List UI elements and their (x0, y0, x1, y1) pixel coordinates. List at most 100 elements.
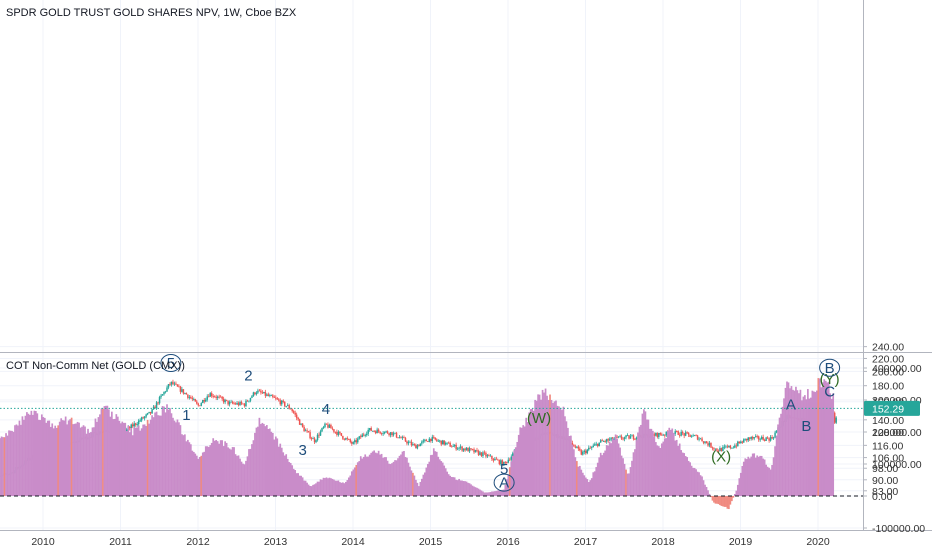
cot-bar[interactable] (717, 496, 720, 505)
cot-bar[interactable] (245, 460, 247, 496)
cot-bar[interactable] (212, 438, 215, 496)
cot-bar[interactable] (189, 444, 192, 496)
cot-bar[interactable] (239, 458, 241, 496)
cot-bar[interactable] (157, 415, 159, 496)
cot-bar[interactable] (570, 435, 572, 496)
candle[interactable] (661, 432, 663, 436)
cot-bar[interactable] (823, 379, 826, 496)
cot-bar[interactable] (179, 425, 182, 496)
cot-bar[interactable] (669, 429, 672, 496)
cot-bar[interactable] (204, 446, 207, 496)
cot-bar[interactable] (502, 489, 505, 496)
candle[interactable] (272, 394, 274, 399)
cot-bar[interactable] (489, 492, 492, 496)
candle[interactable] (179, 385, 182, 395)
candle[interactable] (507, 457, 510, 464)
cot-bar[interactable] (811, 390, 814, 496)
cot-bar[interactable] (17, 425, 19, 496)
cot-bar[interactable] (143, 424, 146, 496)
cot-bar[interactable] (298, 475, 301, 496)
candle[interactable] (315, 439, 317, 444)
cot-bar[interactable] (8, 430, 10, 496)
cot-bar[interactable] (227, 447, 229, 496)
candle[interactable] (413, 443, 416, 447)
cot-bar[interactable] (453, 477, 456, 496)
cot-bar[interactable] (406, 457, 408, 496)
cot-bar[interactable] (526, 422, 529, 496)
cot-bar[interactable] (552, 403, 554, 496)
cot-bar[interactable] (18, 420, 21, 496)
cot-bar[interactable] (728, 496, 730, 510)
candle[interactable] (260, 388, 262, 395)
candle[interactable] (702, 441, 705, 445)
cot-bar[interactable] (519, 427, 522, 496)
cot-bar[interactable] (771, 465, 773, 496)
candle[interactable] (629, 434, 632, 439)
cot-bar[interactable] (280, 447, 283, 496)
cot-bar[interactable] (765, 464, 767, 496)
cot-bar[interactable] (799, 389, 802, 496)
candle[interactable] (355, 437, 358, 445)
candle[interactable] (281, 399, 283, 407)
cot-bar[interactable] (130, 428, 133, 496)
cot-bar[interactable] (213, 440, 216, 496)
cot-bar[interactable] (623, 463, 626, 496)
cot-bar[interactable] (760, 455, 763, 496)
cot-bar[interactable] (364, 454, 367, 496)
cot-bar[interactable] (629, 467, 632, 496)
candle[interactable] (468, 446, 471, 454)
candle[interactable] (726, 444, 729, 449)
candle[interactable] (254, 391, 256, 396)
cot-bar[interactable] (607, 445, 610, 496)
candle[interactable] (218, 394, 220, 399)
cot-bar[interactable] (477, 488, 480, 496)
cot-bar[interactable] (146, 419, 149, 496)
cot-bar[interactable] (6, 435, 9, 496)
candle[interactable] (349, 438, 352, 444)
candle[interactable] (437, 439, 440, 442)
candle[interactable] (759, 437, 761, 442)
candle[interactable] (142, 416, 144, 419)
cot-bar[interactable] (485, 492, 487, 496)
candle[interactable] (459, 444, 462, 450)
cot-bar[interactable] (683, 453, 686, 496)
candle[interactable] (760, 435, 763, 440)
candle[interactable] (622, 437, 624, 441)
cot-bar[interactable] (124, 422, 127, 496)
cot-bar[interactable] (237, 455, 240, 496)
candle[interactable] (337, 430, 340, 437)
cot-bar[interactable] (188, 442, 191, 496)
cot-bar[interactable] (625, 469, 627, 496)
candle[interactable] (585, 448, 587, 455)
cot-bar[interactable] (195, 455, 198, 496)
cot-bar[interactable] (96, 421, 98, 496)
candle[interactable] (187, 394, 189, 400)
cot-bar[interactable] (494, 491, 496, 496)
cot-bar[interactable] (57, 425, 60, 496)
candle[interactable] (775, 430, 778, 434)
cot-bar[interactable] (611, 438, 614, 496)
candle[interactable] (731, 447, 733, 449)
cot-bar[interactable] (684, 456, 687, 496)
cot-bar[interactable] (365, 456, 368, 496)
cot-bar[interactable] (14, 425, 16, 496)
cot-bar[interactable] (528, 412, 531, 496)
cot-bar[interactable] (434, 451, 437, 496)
cot-bar[interactable] (520, 427, 523, 496)
cot-bar[interactable] (543, 392, 545, 496)
cot-bar[interactable] (733, 493, 736, 496)
cot-bar[interactable] (692, 467, 694, 496)
cot-bar[interactable] (376, 453, 378, 496)
candle[interactable] (681, 430, 684, 436)
cot-bar[interactable] (784, 387, 787, 496)
cot-bar[interactable] (254, 432, 256, 496)
candle[interactable] (239, 400, 241, 406)
cot-bar[interactable] (383, 457, 386, 496)
candle[interactable] (741, 440, 744, 445)
cot-bar[interactable] (84, 426, 86, 496)
candle[interactable] (358, 435, 361, 440)
cot-bar[interactable] (322, 477, 325, 496)
cot-bar[interactable] (370, 452, 373, 496)
cot-bar[interactable] (564, 416, 566, 496)
cot-bar[interactable] (136, 427, 139, 496)
